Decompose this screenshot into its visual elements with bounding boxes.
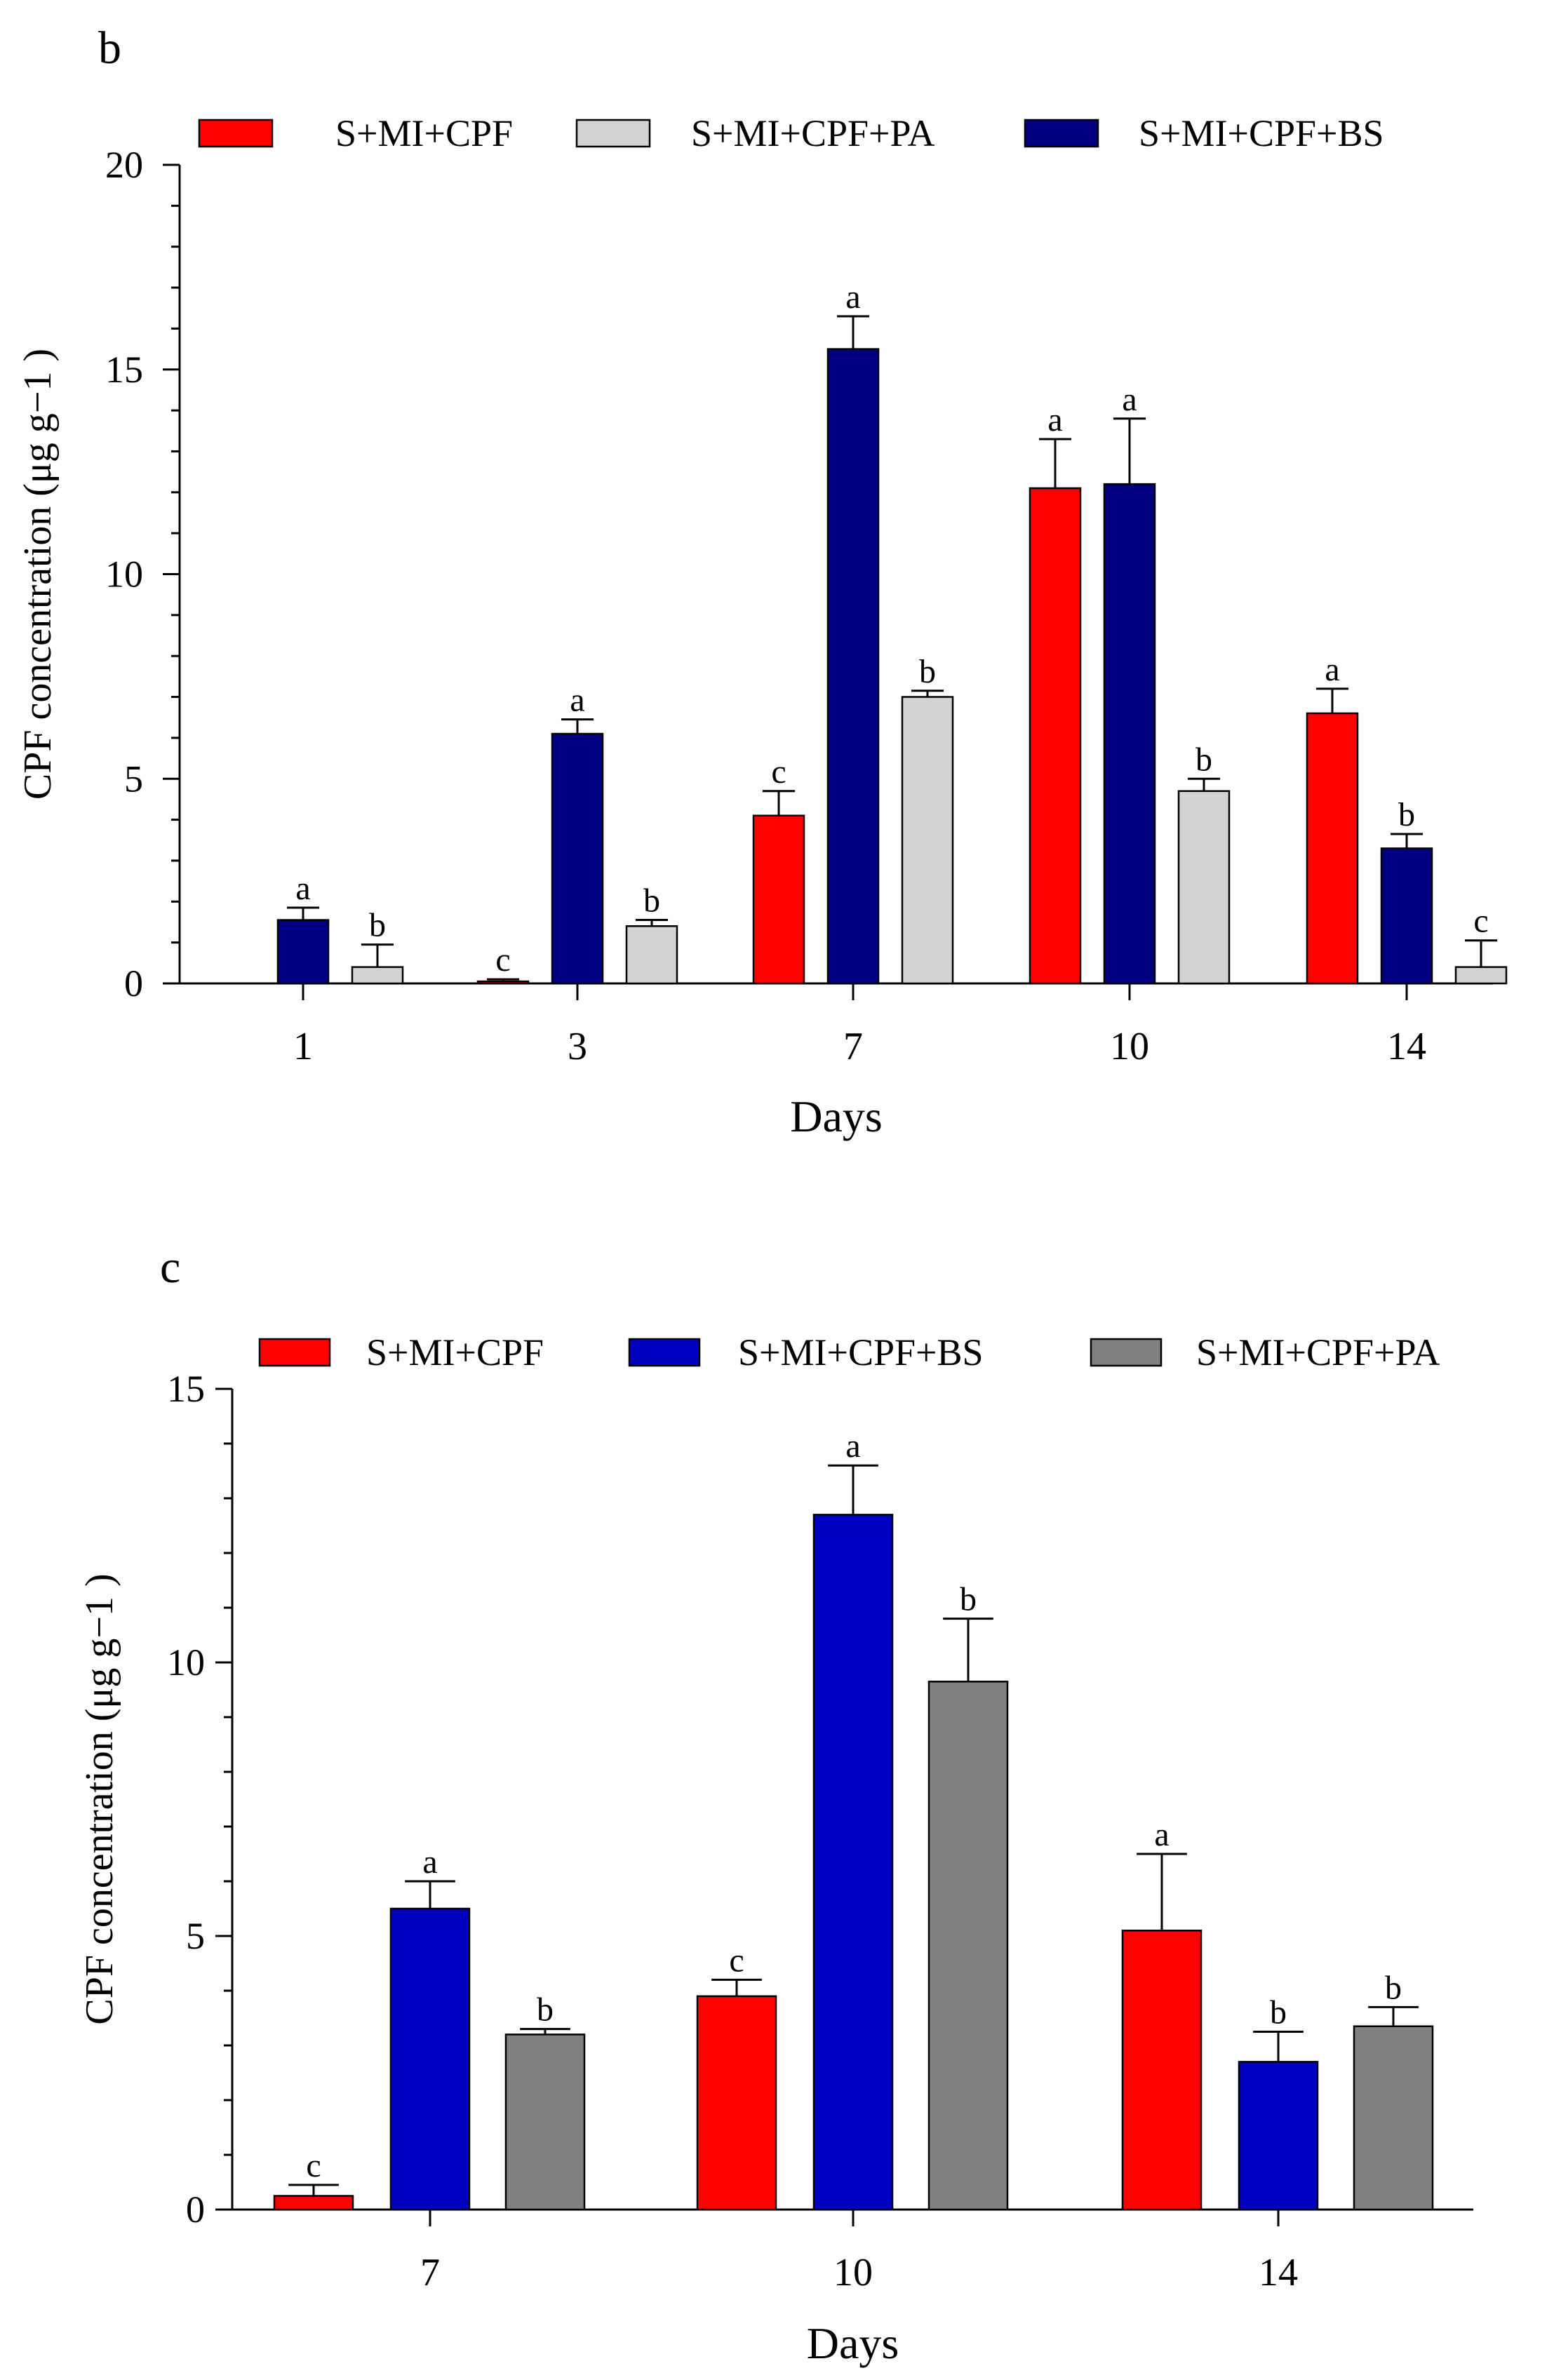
significance-letter: a xyxy=(295,870,310,907)
significance-letter: b xyxy=(1270,1994,1287,2031)
significance-letter: c xyxy=(306,2147,321,2184)
bar xyxy=(1177,790,1231,985)
significance-letter: b xyxy=(960,1581,977,1618)
x-axis-label: Days xyxy=(807,2318,899,2368)
bar xyxy=(812,1514,894,2211)
significance-letter: c xyxy=(729,1942,744,1979)
legend-label: S+MI+CPF+BS xyxy=(738,1331,984,1373)
significance-letter: a xyxy=(1154,1816,1169,1853)
significance-letter: c xyxy=(495,941,510,979)
x-tick-label: 7 xyxy=(420,2251,440,2294)
y-axis-label: CPF concentration (μg g−1 ) xyxy=(16,349,60,800)
y-tick-label: 5 xyxy=(186,1915,205,1957)
significance-letter: a xyxy=(570,682,584,719)
y-tick-label: 15 xyxy=(105,349,143,391)
significance-letter: b xyxy=(1385,1969,1402,2006)
x-tick-label: 7 xyxy=(843,1025,863,1068)
bar xyxy=(901,696,954,985)
legend-label: S+MI+CPF+BS xyxy=(1139,112,1384,154)
bar xyxy=(504,2033,586,2211)
x-tick-label: 1 xyxy=(293,1025,313,1068)
bar xyxy=(696,1995,777,2211)
bar xyxy=(273,2195,354,2211)
y-tick-label: 15 xyxy=(167,1368,205,1410)
bar xyxy=(1238,2061,1319,2211)
significance-letter: b xyxy=(919,653,936,690)
legend-label: S+MI+CPF+PA xyxy=(1196,1331,1440,1373)
legend-swatch xyxy=(575,119,651,148)
significance-letter: b xyxy=(369,907,386,944)
bar xyxy=(389,1907,471,2211)
bar xyxy=(1454,966,1508,985)
y-tick-label: 20 xyxy=(105,144,143,186)
legend-swatch xyxy=(1090,1338,1163,1367)
bar xyxy=(625,925,678,985)
bar xyxy=(551,732,604,985)
bar xyxy=(1353,2025,1434,2211)
x-tick-label: 10 xyxy=(833,2251,873,2294)
x-tick-label: 3 xyxy=(568,1025,587,1068)
significance-letter: c xyxy=(771,753,786,791)
x-tick-label: 14 xyxy=(1259,2251,1298,2294)
y-tick-label: 10 xyxy=(105,553,143,596)
bar xyxy=(927,1681,1009,2211)
bar xyxy=(752,814,805,985)
significance-letter: b xyxy=(1398,796,1415,833)
bar xyxy=(826,348,880,985)
bar xyxy=(1306,712,1359,985)
legend-swatch xyxy=(258,1338,331,1367)
bar xyxy=(1029,487,1082,985)
legend-label: S+MI+CPF xyxy=(335,112,513,154)
bar xyxy=(1121,1929,1203,2211)
legend-swatch xyxy=(198,119,274,148)
significance-letter: c xyxy=(1473,903,1488,940)
x-tick-label: 14 xyxy=(1387,1025,1426,1068)
y-axis-label: CPF concentration (μg g−1 ) xyxy=(78,1573,121,2024)
y-tick-label: 5 xyxy=(124,758,143,800)
y-tick-label: 10 xyxy=(167,1641,205,1683)
x-tick-label: 10 xyxy=(1110,1025,1149,1068)
panel-label: b xyxy=(98,22,121,74)
significance-letter: b xyxy=(537,1991,554,2029)
bar xyxy=(1103,483,1156,985)
bar xyxy=(276,919,330,985)
bar xyxy=(476,980,530,985)
legend-swatch xyxy=(1024,119,1099,148)
panel-label: c xyxy=(160,1242,180,1293)
significance-letter: a xyxy=(845,1427,860,1465)
bar xyxy=(1380,847,1433,985)
significance-letter: a xyxy=(1325,651,1339,688)
significance-letter: b xyxy=(643,882,660,920)
significance-letter: a xyxy=(422,1843,437,1881)
chart-panel-c: c S+MI+CPF S+MI+CPF+BS S+MI+CPF+PA 0 5 10 15 CPF… xyxy=(78,1242,1473,2368)
significance-letter: b xyxy=(1195,741,1212,778)
x-axis-label: Days xyxy=(790,1091,883,1141)
chart-panel-b: b S+MI+CPF S+MI+CPF+PA S+MI+CPF+BS 0 5 10 15 20 C… xyxy=(16,22,1508,1141)
y-tick-label: 0 xyxy=(186,2189,205,2231)
legend-label: S+MI+CPF xyxy=(366,1331,544,1373)
legend-label: S+MI+CPF+PA xyxy=(691,112,935,154)
significance-letter: a xyxy=(845,278,860,316)
legend-swatch xyxy=(628,1338,701,1367)
y-tick-label: 0 xyxy=(124,962,143,1004)
significance-letter: a xyxy=(1122,381,1137,418)
bar xyxy=(351,966,404,985)
significance-letter: a xyxy=(1047,401,1062,438)
